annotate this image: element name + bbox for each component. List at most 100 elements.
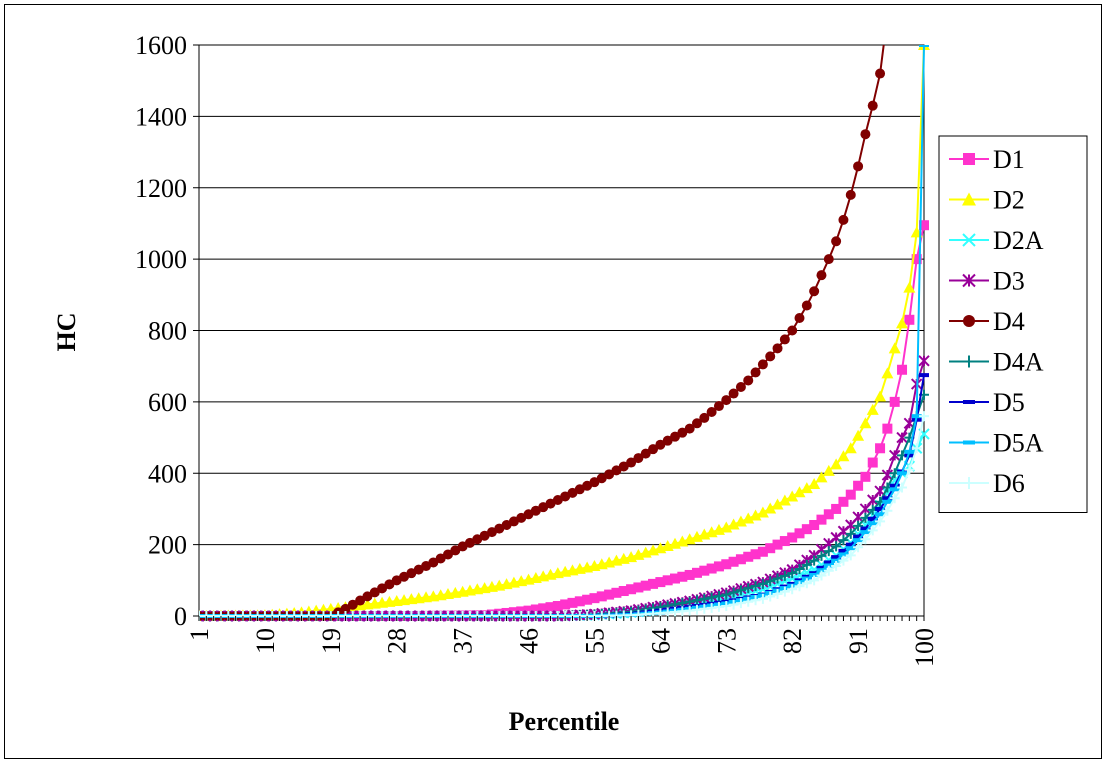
data-point [721,395,732,406]
data-point [779,586,790,597]
data-point [838,535,849,546]
data-point [844,442,857,454]
data-point [852,429,865,441]
data-point [853,538,864,543]
data-point [837,450,850,462]
data-point [735,585,746,596]
data-point [875,506,886,511]
data-point [545,602,556,613]
data-point [919,220,929,231]
data-point [794,313,805,324]
data-point [882,423,893,434]
data-point [765,591,776,602]
data-point [648,578,659,589]
data-point [918,355,930,367]
legend-label: D2A [993,226,1044,255]
x-tick-label: 82 [778,628,807,654]
data-point [875,443,886,454]
data-point [757,546,768,557]
data-point [897,482,908,493]
data-point [904,449,915,454]
legend-label: D4A [993,348,1044,377]
y-tick-label: 0 [174,602,187,631]
data-point [713,401,724,412]
data-point [889,487,900,492]
data-point [845,546,856,551]
x-tick-label: 46 [515,628,544,654]
data-point [786,490,799,502]
data-point [845,489,856,500]
data-point [721,601,732,612]
legend-label: D4 [993,307,1025,336]
data-point [691,595,702,606]
y-tick-label: 1200 [135,174,187,203]
data-point [530,604,541,615]
data-point [882,505,893,516]
data-point [874,390,887,402]
data-point [428,557,439,568]
data-point [640,448,651,459]
data-point [757,578,768,589]
data-point [919,45,929,47]
data-point [845,542,856,547]
data-point [809,575,820,586]
data-point [860,530,871,535]
data-point [778,494,791,506]
data-point [749,509,762,521]
data-point [853,161,864,172]
line-chart: 0 200 400 600 800 1000 1200 1400 1600 1 10 19 28 37 46… [52,31,1088,736]
data-point [728,388,739,399]
data-point [831,561,842,572]
data-point [860,129,871,140]
data-point [867,525,878,536]
data-point [816,568,827,573]
data-point [721,559,732,570]
x-axis-title: Percentile [509,707,620,736]
data-point [808,477,821,489]
data-point [765,576,776,587]
data-point [691,567,702,578]
data-point [771,498,784,510]
data-point [765,543,776,554]
data-point [896,317,909,329]
data-point [727,518,740,530]
data-point [662,435,673,446]
data-point [604,469,615,480]
legend-item-d5: D5 [949,388,1025,417]
data-point [735,598,746,609]
data-point [743,375,754,386]
data-point [384,579,395,590]
data-point [809,572,820,577]
data-point [691,418,702,429]
legend-item-d3: D3 [949,267,1025,296]
data-point [831,555,842,560]
y-tick-label: 600 [148,388,187,417]
data-point [662,575,673,586]
legend-label: D5 [993,388,1025,417]
data-point [757,359,768,370]
data-point [882,499,893,504]
data-point [779,570,790,581]
series-d2 [199,45,930,621]
data-point [860,471,871,482]
data-point [611,465,622,476]
data-point [875,512,886,517]
legend-item-d2: D2 [949,186,1025,215]
data-point [875,68,886,79]
data-point [823,563,834,568]
data-point [853,534,864,539]
chart-frame: 0 200 400 600 800 1000 1200 1400 1600 1 10 19 28 37 46… [4,4,1102,759]
data-point [699,565,710,576]
data-point [831,541,842,552]
data-point [801,524,812,535]
data-point [853,542,864,553]
data-point [867,516,878,521]
data-point [706,563,717,574]
data-point [677,427,688,438]
data-point [889,396,900,407]
data-point [838,496,849,507]
data-point [911,443,922,454]
data-point [355,595,366,606]
legend-item-d5a: D5A [949,429,1044,458]
data-point [830,458,843,470]
